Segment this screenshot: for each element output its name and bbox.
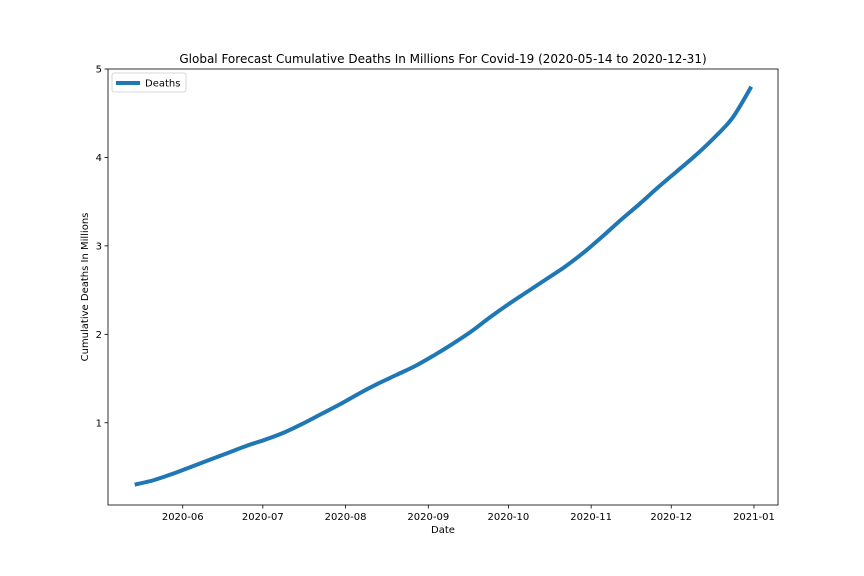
x-tick-label: 2020-11 <box>570 512 612 523</box>
y-tick-label: 4 <box>96 153 102 164</box>
x-tick-label: 2021-01 <box>733 512 775 523</box>
y-tick-label: 1 <box>96 418 102 429</box>
x-tick-label: 2020-10 <box>487 512 529 523</box>
chart-title: Global Forecast Cumulative Deaths In Mil… <box>179 52 706 66</box>
x-tick-label: 2020-09 <box>407 512 449 523</box>
y-axis-ticks: 1 2 3 4 5 <box>96 65 108 429</box>
plot-area-frame <box>107 68 779 506</box>
y-tick-label: 5 <box>96 65 102 76</box>
y-tick-label: 2 <box>96 330 102 341</box>
x-tick-label: 2020-06 <box>162 512 204 523</box>
x-axis-label: Date <box>431 525 455 536</box>
legend-label-deaths: Deaths <box>145 79 180 90</box>
x-tick-label: 2020-08 <box>325 512 367 523</box>
legend-box <box>111 72 187 93</box>
x-tick-label: 2020-12 <box>650 512 692 523</box>
series-line-deaths <box>134 85 754 487</box>
legend: Deaths <box>111 72 187 93</box>
y-axis-label: Cumulative Deaths In Millions <box>80 213 91 362</box>
y-tick-label: 3 <box>96 241 102 252</box>
x-axis-ticks: 2020-06 2020-07 2020-08 2020-09 2020-10 2020-… <box>162 505 775 523</box>
x-tick-label: 2020-07 <box>242 512 284 523</box>
